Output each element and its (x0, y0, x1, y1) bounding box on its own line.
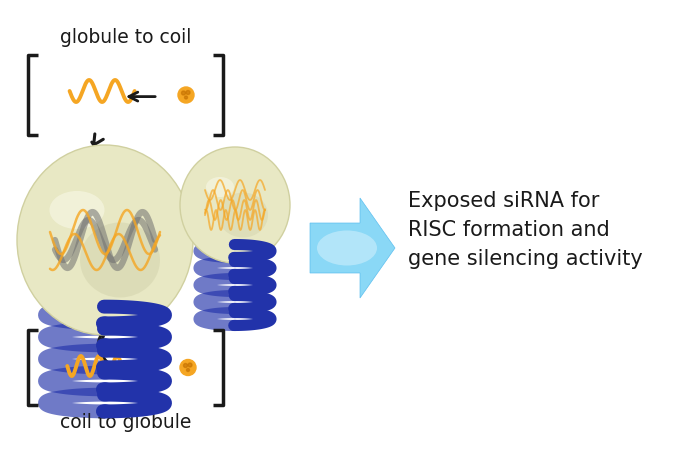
Ellipse shape (80, 222, 160, 297)
Circle shape (178, 87, 194, 103)
Ellipse shape (317, 230, 377, 266)
Circle shape (184, 96, 188, 99)
Text: Exposed siRNA for
RISC formation and
gene silencing activity: Exposed siRNA for RISC formation and gen… (408, 191, 643, 269)
Ellipse shape (206, 177, 234, 197)
Text: coil to globule: coil to globule (60, 413, 191, 432)
Ellipse shape (17, 145, 193, 335)
Ellipse shape (218, 193, 268, 238)
Text: globule to coil: globule to coil (60, 28, 191, 47)
Ellipse shape (180, 147, 290, 263)
Circle shape (181, 91, 186, 95)
Polygon shape (310, 198, 395, 298)
Ellipse shape (50, 191, 104, 229)
Circle shape (184, 364, 188, 368)
Circle shape (186, 369, 190, 372)
Circle shape (186, 90, 190, 94)
Circle shape (180, 360, 196, 375)
Circle shape (188, 363, 192, 367)
